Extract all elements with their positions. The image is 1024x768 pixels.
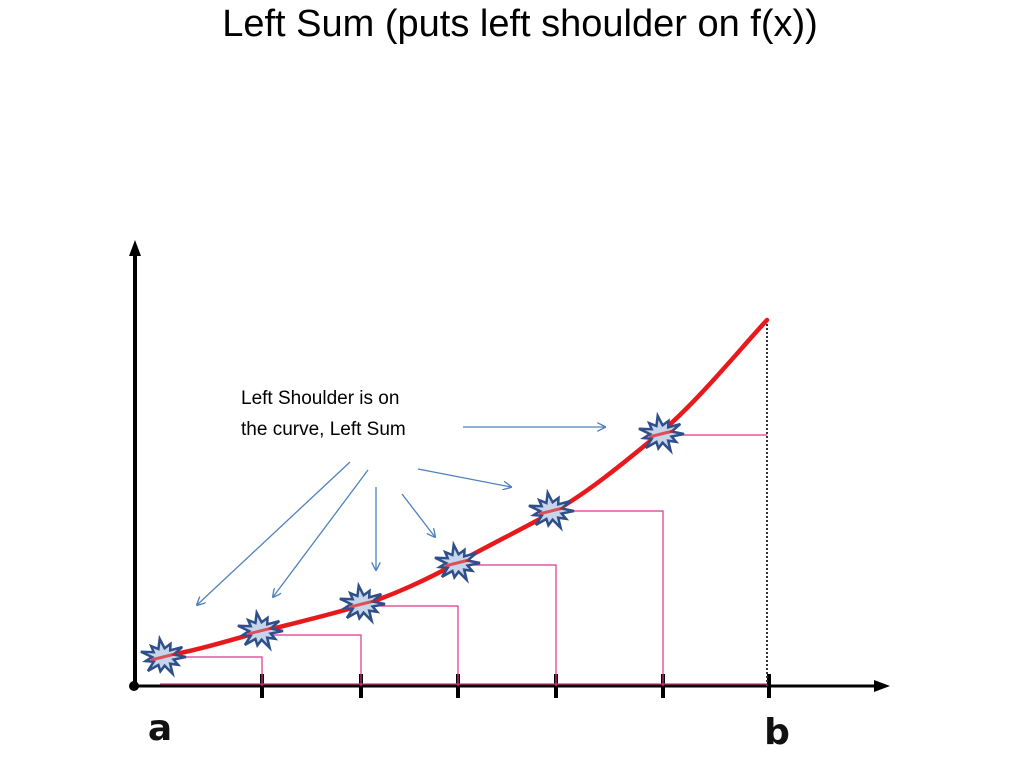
curve-through-marker [538, 506, 564, 516]
axis-label-a: a [148, 708, 172, 749]
curve-through-marker [150, 652, 176, 662]
curve-through-marker [648, 429, 674, 439]
annotation-line: the curve, Left Sum [241, 419, 406, 440]
y-axis-arrow [129, 240, 141, 256]
rectangle [362, 605, 459, 686]
slide-title: Left Sum (puts left shoulder on f(x)) [222, 3, 818, 45]
left-points [140, 411, 685, 678]
x-axis-arrow [874, 680, 890, 692]
arrow [197, 461, 351, 605]
curve-through-marker [349, 599, 375, 609]
arrow [401, 493, 435, 537]
rectangle [260, 634, 362, 686]
annotation-line: Left Shoulder is on [241, 388, 399, 409]
arrow [273, 469, 369, 597]
rectangle [160, 656, 263, 686]
axis-label-b: b [764, 712, 790, 753]
annotation-arrows [197, 427, 605, 605]
curve-through-marker [444, 558, 470, 568]
rectangle [457, 564, 557, 686]
arrow [417, 468, 511, 487]
curve [157, 317, 770, 660]
rectangle [553, 510, 664, 686]
origin-dot [129, 681, 139, 691]
curve-through-marker [247, 626, 273, 636]
